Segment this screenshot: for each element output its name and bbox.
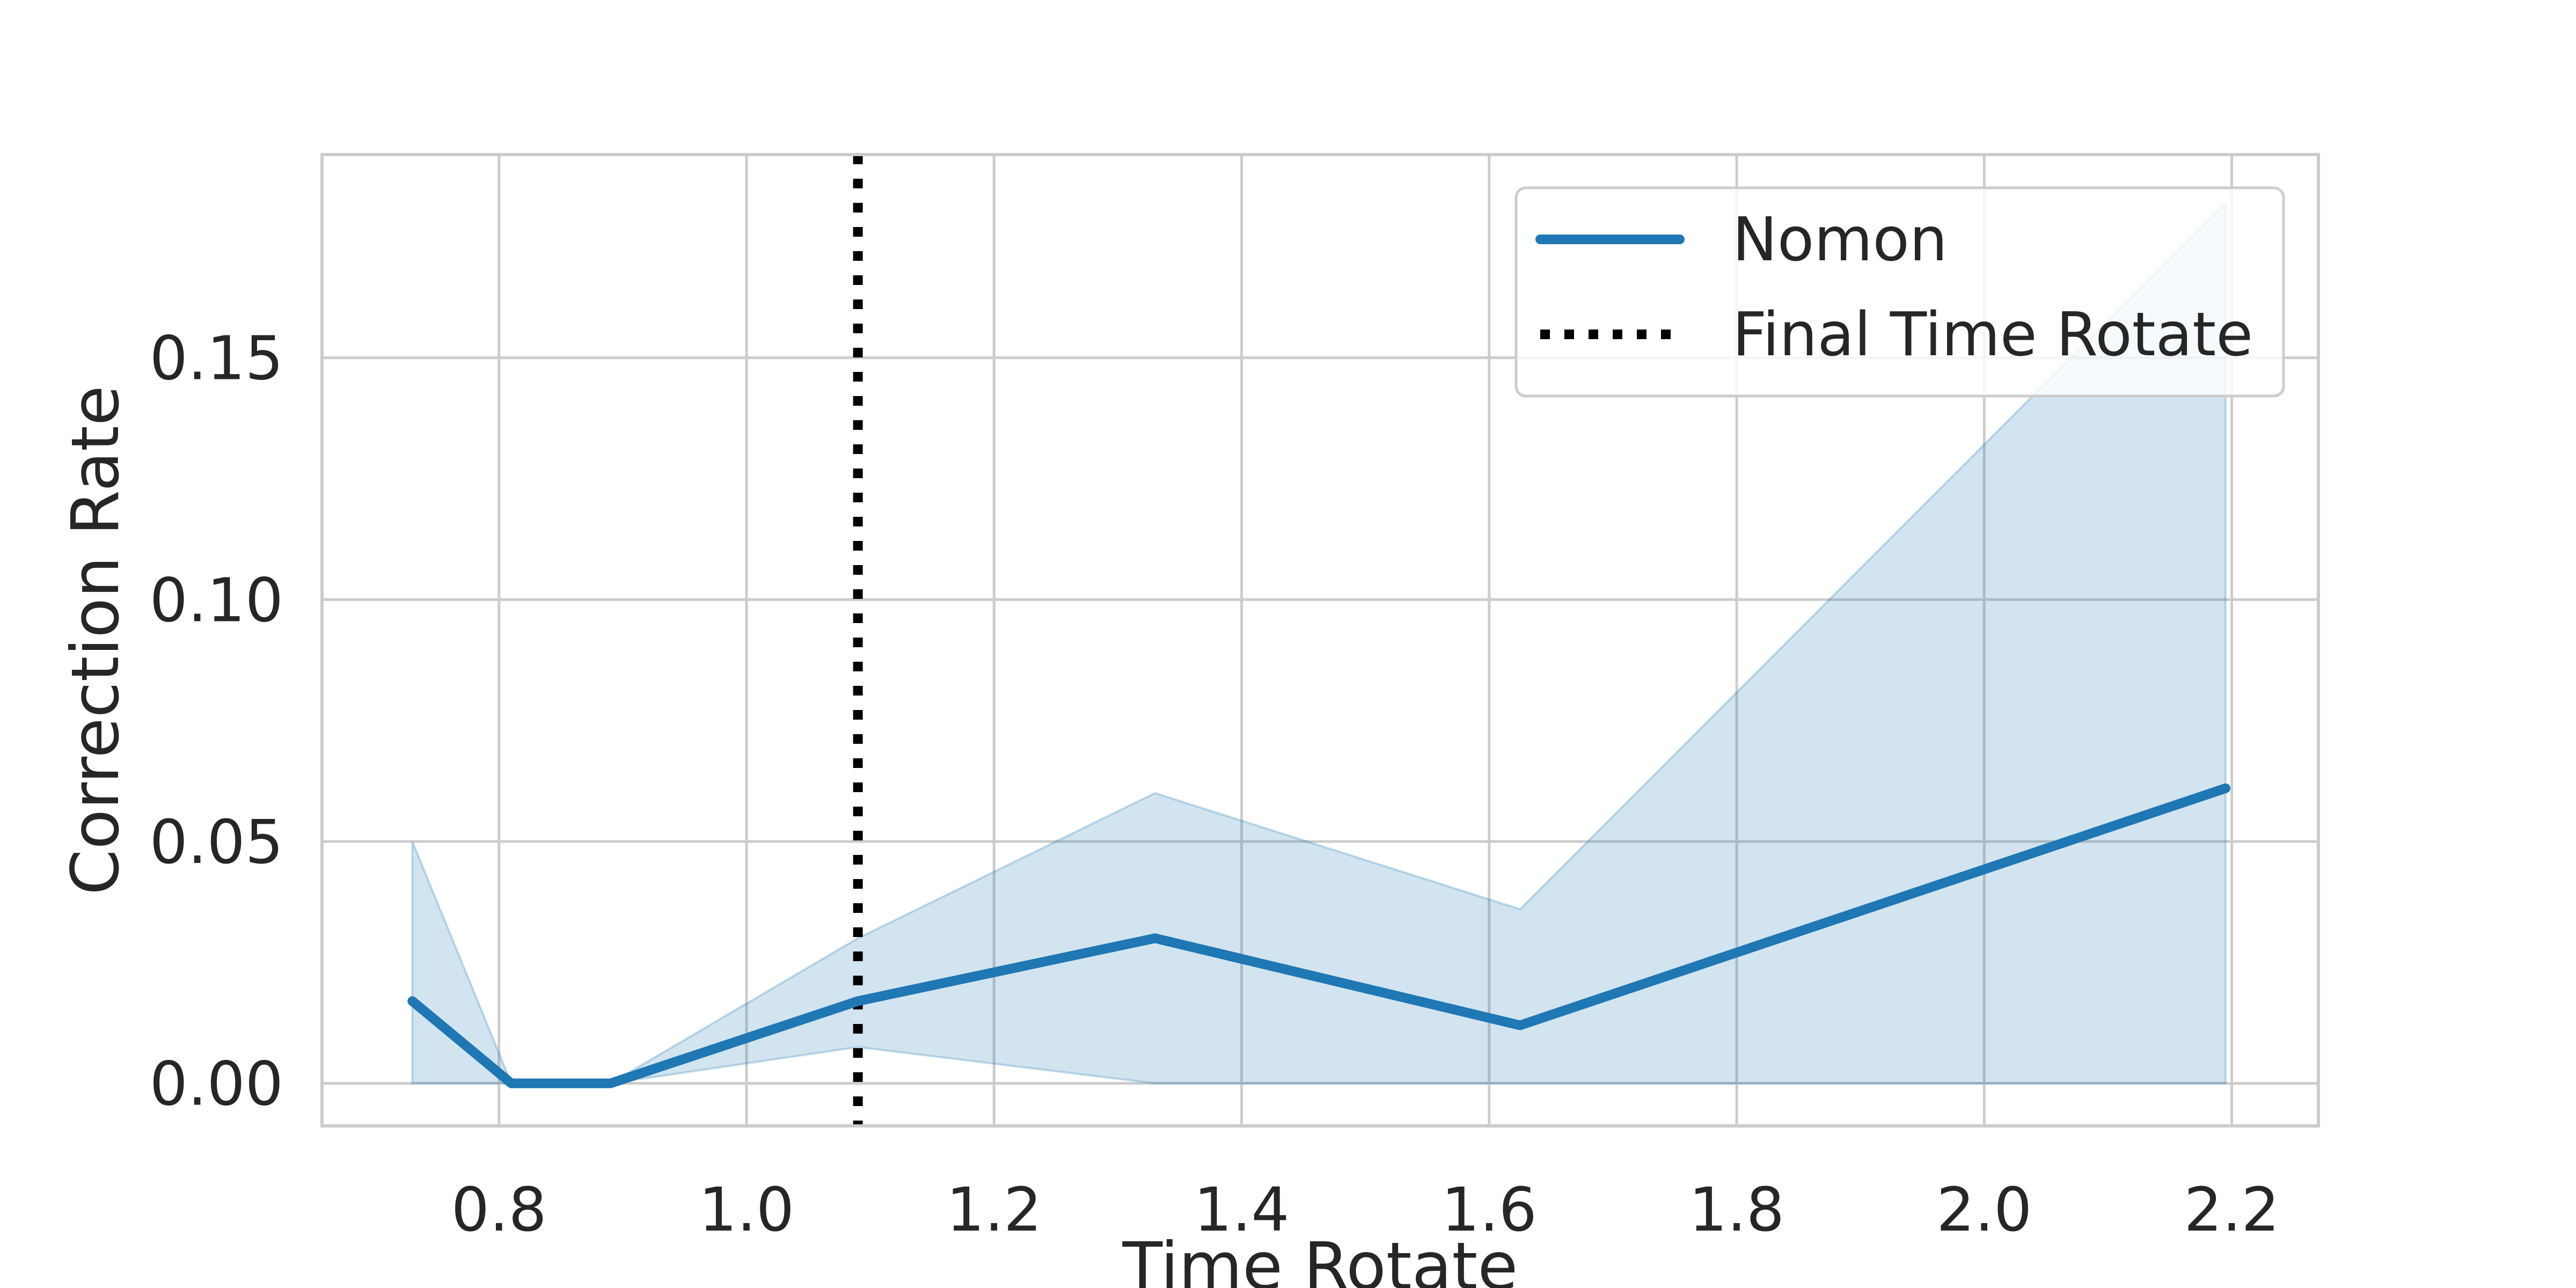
y-axis-label: Correction Rate xyxy=(57,385,134,895)
data-layer xyxy=(407,155,2231,1126)
legend: Nomon Final Time Rotate xyxy=(1514,186,2285,398)
x-tick-label: 0.8 xyxy=(451,1175,547,1245)
x-tick-label: 1.0 xyxy=(699,1175,794,1245)
x-tick-label: 1.2 xyxy=(946,1175,1042,1245)
y-tick-label: 0.15 xyxy=(150,324,283,394)
x-tick-label: 2.0 xyxy=(1936,1175,2032,1245)
x-tick-label: 1.4 xyxy=(1194,1175,1289,1245)
plot-frame xyxy=(320,153,2320,1128)
y-tick-label: 0.00 xyxy=(150,1050,283,1119)
x-tick-label: 1.8 xyxy=(1689,1175,1784,1245)
legend-box xyxy=(1514,186,2285,398)
tick-labels: 0.8 1.0 1.2 1.4 1.6 1.8 2.0 2.2 0.00 0.05 0.10 0.15 xyxy=(150,324,2280,1245)
y-tick-label: 0.10 xyxy=(150,566,283,635)
x-tick-label: 1.6 xyxy=(1441,1175,1537,1245)
nomon-line xyxy=(407,783,2231,1088)
x-tick-label: 2.2 xyxy=(2184,1175,2279,1245)
legend-nomon-label: Nomon xyxy=(1732,205,1948,275)
x-axis-label: Time Rotate xyxy=(1122,1228,1518,1288)
legend-final-time-rotate-label: Final Time Rotate xyxy=(1732,300,2253,370)
y-tick-label: 0.05 xyxy=(150,808,283,877)
